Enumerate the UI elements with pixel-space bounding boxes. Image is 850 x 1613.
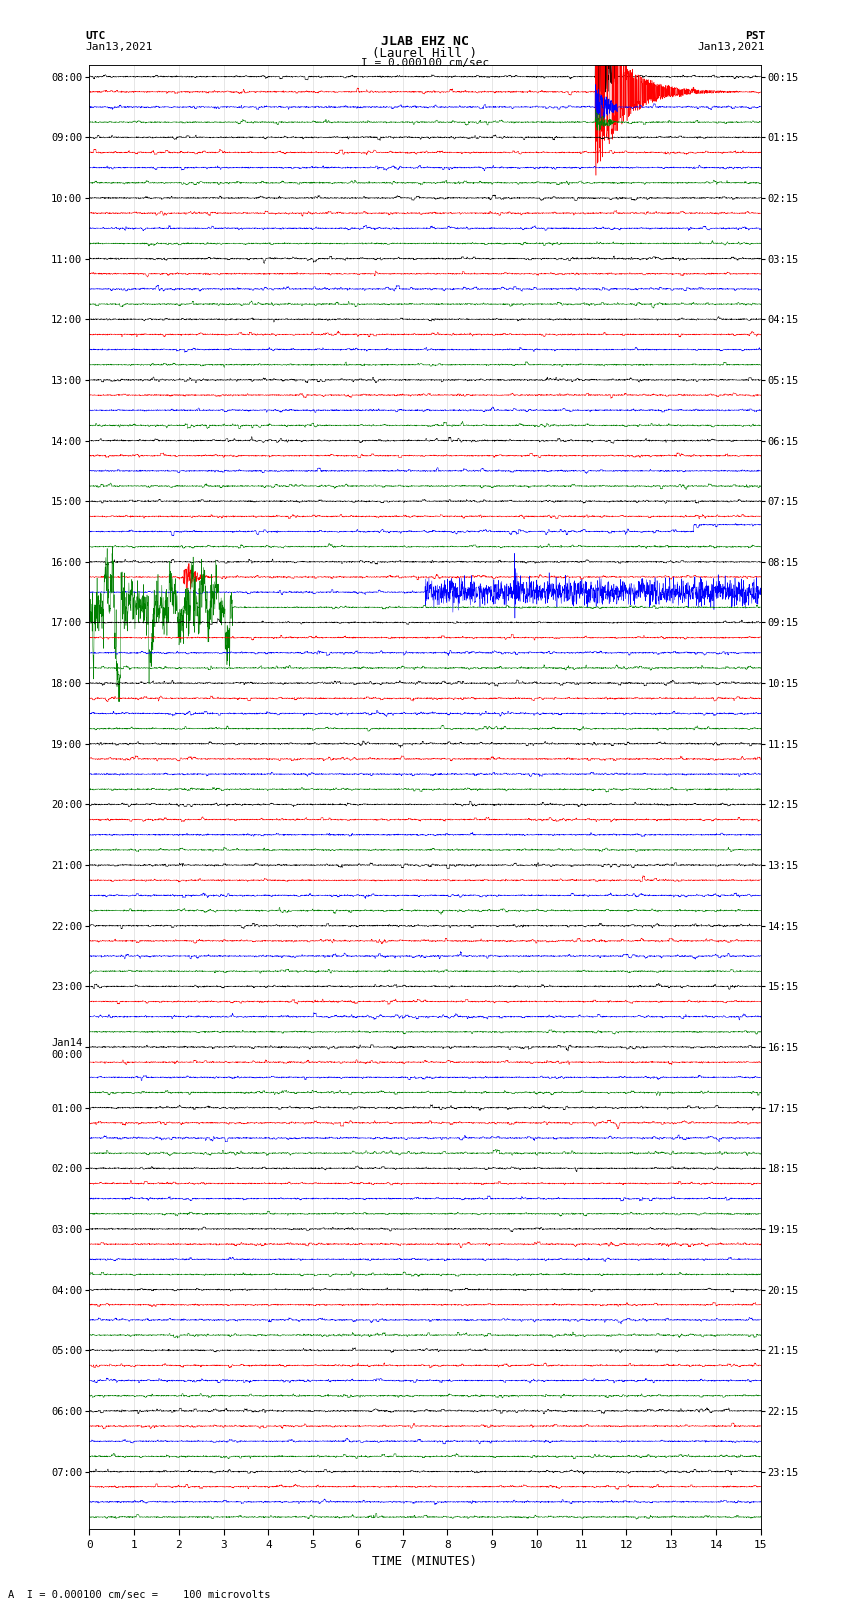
Text: Jan13,2021: Jan13,2021: [698, 42, 765, 52]
Text: (Laurel Hill ): (Laurel Hill ): [372, 47, 478, 60]
Text: A  I = 0.000100 cm/sec =    100 microvolts: A I = 0.000100 cm/sec = 100 microvolts: [8, 1590, 271, 1600]
Text: UTC: UTC: [85, 31, 105, 40]
Text: JLAB EHZ NC: JLAB EHZ NC: [381, 35, 469, 48]
Text: Jan13,2021: Jan13,2021: [85, 42, 152, 52]
X-axis label: TIME (MINUTES): TIME (MINUTES): [372, 1555, 478, 1568]
Text: I = 0.000100 cm/sec: I = 0.000100 cm/sec: [361, 58, 489, 68]
Text: PST: PST: [745, 31, 765, 40]
